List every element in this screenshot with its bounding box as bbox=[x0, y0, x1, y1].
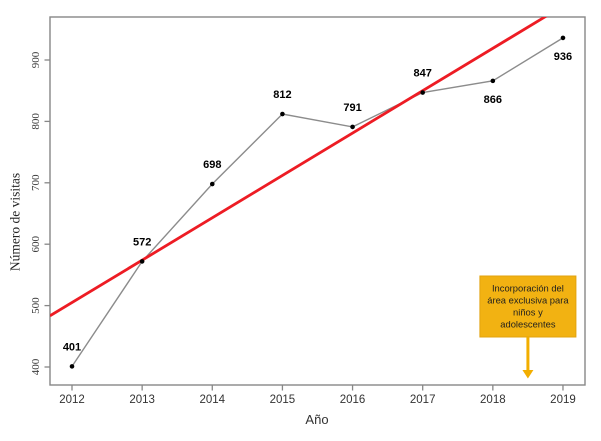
y-tick-label: 900 bbox=[30, 51, 42, 68]
data-point-label: 936 bbox=[554, 51, 572, 63]
y-tick-label: 400 bbox=[30, 358, 42, 375]
trend-line bbox=[50, 17, 548, 318]
visits-series-line bbox=[71, 37, 564, 367]
y-axis-ticks: 400 500 600 700 800 900 bbox=[30, 51, 50, 375]
x-tick-label: 2016 bbox=[340, 394, 366, 406]
data-point bbox=[69, 364, 75, 369]
annotation-arrow-head-icon bbox=[522, 370, 534, 379]
x-axis-ticks: 2012 2013 2014 2015 2016 2017 2018 2019 bbox=[59, 385, 576, 406]
data-point-label: 572 bbox=[133, 236, 151, 248]
data-point bbox=[139, 259, 145, 264]
annotation-box bbox=[479, 275, 577, 338]
plot-area-border bbox=[49, 16, 586, 386]
data-points bbox=[69, 35, 566, 369]
annotation-text-line: niños y bbox=[513, 307, 543, 318]
data-point bbox=[560, 35, 566, 41]
x-tick-label: 2017 bbox=[410, 394, 436, 406]
data-point bbox=[420, 90, 426, 95]
x-axis-title: Año bbox=[305, 412, 328, 427]
data-point-label: 791 bbox=[343, 102, 361, 114]
annotation-text-line: área exclusiva para bbox=[487, 295, 569, 306]
data-point-label: 866 bbox=[484, 94, 502, 106]
data-point-labels: 401 572 698 812 791 847 866 936 bbox=[63, 51, 572, 353]
x-tick-label: 2012 bbox=[59, 394, 85, 406]
x-tick-label: 2014 bbox=[199, 394, 225, 406]
x-tick-label: 2018 bbox=[480, 394, 506, 406]
annotation-text-line: Incorporación del bbox=[492, 283, 564, 294]
x-tick-label: 2019 bbox=[550, 394, 576, 406]
data-point-label: 812 bbox=[273, 89, 291, 101]
x-tick-label: 2013 bbox=[129, 394, 155, 406]
data-point bbox=[350, 124, 355, 130]
y-axis-title: Número de visitas bbox=[8, 173, 23, 271]
data-point bbox=[209, 181, 215, 187]
annotation-text-line: adolescentes bbox=[500, 319, 556, 330]
y-tick-label: 700 bbox=[30, 174, 42, 191]
y-tick-label: 500 bbox=[30, 297, 42, 314]
x-tick-label: 2015 bbox=[270, 394, 296, 406]
data-point bbox=[280, 111, 285, 117]
y-tick-label: 800 bbox=[30, 113, 42, 130]
data-point-label: 401 bbox=[63, 341, 81, 353]
data-point-label: 847 bbox=[414, 68, 432, 80]
y-tick-label: 600 bbox=[30, 235, 42, 252]
data-point-label: 698 bbox=[203, 159, 221, 171]
data-point bbox=[490, 78, 496, 84]
